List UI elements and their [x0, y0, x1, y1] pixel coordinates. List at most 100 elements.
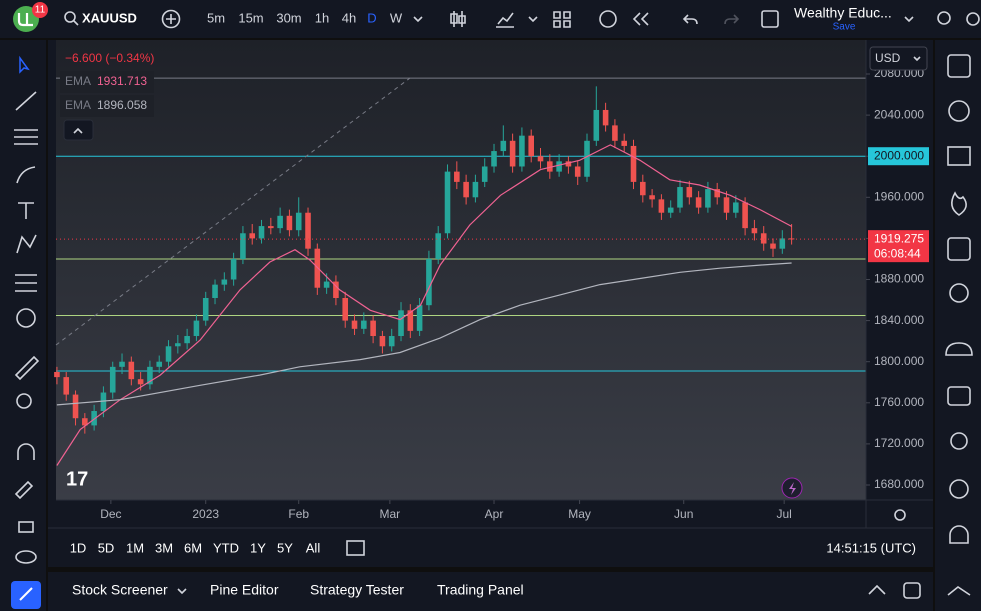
- y-tick-label: 1760.000: [874, 395, 924, 409]
- symbol[interactable]: XAUUSD: [82, 10, 137, 25]
- currency-button[interactable]: [869, 46, 928, 71]
- text-tool[interactable]: [18, 202, 34, 219]
- panel-tab[interactable]: Strategy Tester: [310, 582, 404, 598]
- alerts[interactable]: [948, 100, 970, 122]
- interval[interactable]: 1h: [315, 10, 329, 25]
- chart-type[interactable]: [450, 11, 466, 27]
- indicators[interactable]: [496, 12, 514, 28]
- alert[interactable]: [599, 10, 617, 28]
- candle-body: [649, 195, 655, 200]
- y-tick-label: 1840.000: [874, 313, 924, 327]
- notifications[interactable]: [949, 525, 969, 544]
- legend-row: [60, 95, 154, 117]
- magnet-tool[interactable]: [17, 443, 35, 460]
- cursor-tool[interactable]: [19, 55, 30, 74]
- data-window[interactable]: [947, 146, 971, 166]
- candle-body: [63, 377, 70, 395]
- fib-tool[interactable]: [14, 129, 38, 145]
- settings[interactable]: [966, 12, 980, 26]
- redo[interactable]: [724, 14, 740, 25]
- forecast-tool[interactable]: [15, 274, 37, 292]
- candle-body: [137, 379, 144, 385]
- emoji-tool[interactable]: [16, 308, 36, 328]
- panel-maximize[interactable]: [903, 582, 921, 599]
- sidebar-icons: [945, 54, 973, 596]
- candle-body: [705, 189, 711, 208]
- dom[interactable]: [947, 586, 971, 596]
- panel-expand[interactable]: [868, 584, 886, 595]
- calendar[interactable]: [947, 237, 971, 261]
- candle-body: [630, 145, 637, 182]
- date-range[interactable]: [346, 540, 365, 556]
- range-button[interactable]: 1Y: [250, 540, 266, 555]
- interval[interactable]: 4h: [342, 10, 356, 25]
- stay-drawing[interactable]: [14, 480, 34, 500]
- candle-body: [667, 207, 674, 213]
- interval-group: 5m 15m 30m 1h 4h D W: [207, 10, 403, 25]
- candle-body: [547, 161, 553, 172]
- range-button[interactable]: 1M: [126, 540, 144, 555]
- indicators-menu[interactable]: [528, 16, 538, 23]
- range-button[interactable]: 5Y: [277, 540, 293, 555]
- range-button[interactable]: 3M: [155, 540, 173, 555]
- range-button[interactable]: All: [306, 540, 321, 555]
- trendline-tool[interactable]: [15, 91, 37, 111]
- panel-tab[interactable]: Pine Editor: [210, 582, 279, 598]
- interval[interactable]: W: [390, 10, 403, 25]
- interval-menu[interactable]: [413, 16, 423, 23]
- ideas[interactable]: [949, 283, 969, 303]
- ema-line: [56, 262, 792, 406]
- watchlist[interactable]: [947, 54, 971, 78]
- layouts[interactable]: [553, 11, 571, 28]
- pattern-tool[interactable]: [16, 234, 37, 254]
- add-symbol[interactable]: [161, 9, 181, 29]
- candle-body: [491, 151, 497, 167]
- candle-body: [742, 202, 748, 229]
- candle-body: [175, 343, 181, 347]
- panel-tab[interactable]: Stock Screener: [72, 582, 168, 598]
- range-button[interactable]: YTD: [213, 540, 239, 555]
- candle-body: [286, 215, 293, 231]
- lock-tool[interactable]: [18, 521, 34, 533]
- hide-tool[interactable]: [15, 550, 37, 564]
- chats[interactable]: [947, 386, 971, 406]
- candle-body: [72, 394, 79, 419]
- axis-settings[interactable]: [894, 509, 906, 521]
- interval[interactable]: 15m: [238, 10, 263, 25]
- undo[interactable]: [682, 14, 698, 25]
- quick-search[interactable]: [937, 11, 951, 25]
- interval[interactable]: 30m: [276, 10, 301, 25]
- candle-body: [751, 228, 758, 234]
- range-button[interactable]: 5D: [98, 540, 115, 555]
- layout-select[interactable]: [761, 10, 779, 28]
- zoom-tool[interactable]: [16, 393, 32, 409]
- range-button[interactable]: 6M: [184, 540, 202, 555]
- panel-tab[interactable]: Trading Panel: [437, 582, 524, 598]
- candle-body: [733, 202, 739, 213]
- hotlists[interactable]: [951, 191, 967, 216]
- candle-body: [379, 336, 386, 347]
- signals[interactable]: [950, 432, 968, 450]
- range-button[interactable]: 1D: [70, 540, 87, 555]
- news[interactable]: [949, 479, 969, 499]
- candle-body: [500, 140, 507, 152]
- interval[interactable]: 5m: [207, 10, 225, 25]
- candle-body: [202, 297, 209, 321]
- save-label[interactable]: Save: [833, 22, 856, 33]
- candle-body: [695, 197, 702, 208]
- candle-body: [788, 238, 795, 240]
- ruler-tool[interactable]: [14, 355, 40, 381]
- candle-body: [435, 233, 442, 259]
- logo-mark: [17, 13, 33, 27]
- screener-menu[interactable]: [177, 588, 187, 595]
- replay[interactable]: [632, 12, 649, 26]
- brush-tool[interactable]: [16, 166, 36, 184]
- plot-area: [56, 40, 866, 500]
- streams[interactable]: [945, 342, 973, 356]
- search-icon[interactable]: [64, 11, 76, 23]
- candle-body: [295, 212, 302, 231]
- clock[interactable]: 14:51:15 (UTC): [826, 540, 916, 555]
- layout-name[interactable]: Wealthy Educ...: [794, 5, 892, 21]
- interval[interactable]: D: [367, 10, 376, 25]
- layout-menu[interactable]: [904, 16, 914, 23]
